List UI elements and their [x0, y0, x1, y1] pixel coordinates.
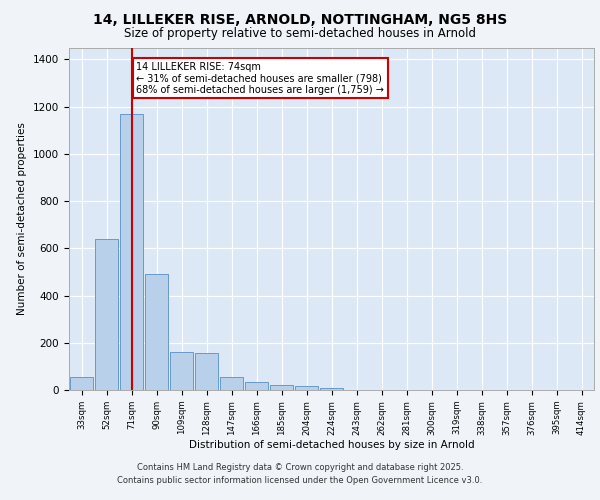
Bar — [195, 354, 218, 390]
Text: 14 LILLEKER RISE: 74sqm
← 31% of semi-detached houses are smaller (798)
68% of s: 14 LILLEKER RISE: 74sqm ← 31% of semi-de… — [137, 62, 385, 95]
Bar — [245, 382, 268, 390]
Bar — [270, 386, 293, 390]
Text: Size of property relative to semi-detached houses in Arnold: Size of property relative to semi-detach… — [124, 28, 476, 40]
Y-axis label: Number of semi-detached properties: Number of semi-detached properties — [17, 122, 28, 315]
Bar — [220, 377, 243, 390]
Bar — [295, 386, 318, 390]
Text: Contains public sector information licensed under the Open Government Licence v3: Contains public sector information licen… — [118, 476, 482, 485]
Text: Contains HM Land Registry data © Crown copyright and database right 2025.: Contains HM Land Registry data © Crown c… — [137, 464, 463, 472]
Bar — [120, 114, 143, 390]
Bar — [70, 377, 93, 390]
Bar — [145, 274, 168, 390]
Bar — [95, 239, 118, 390]
Text: 14, LILLEKER RISE, ARNOLD, NOTTINGHAM, NG5 8HS: 14, LILLEKER RISE, ARNOLD, NOTTINGHAM, N… — [93, 12, 507, 26]
X-axis label: Distribution of semi-detached houses by size in Arnold: Distribution of semi-detached houses by … — [188, 440, 475, 450]
Bar — [320, 388, 343, 390]
Bar — [170, 352, 193, 390]
